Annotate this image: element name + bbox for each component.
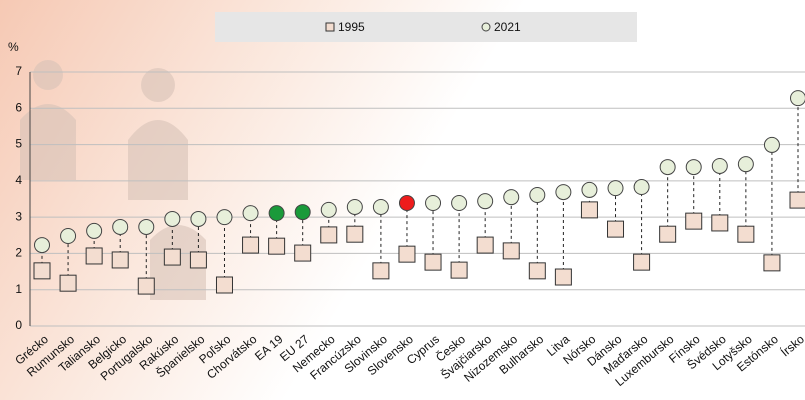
circle-marker (555, 184, 572, 201)
square-marker (607, 220, 625, 238)
square-marker (163, 248, 181, 266)
square-marker (372, 262, 390, 280)
square-marker (294, 244, 312, 262)
square-marker (189, 251, 207, 269)
y-tick-label: 5 (15, 137, 22, 151)
legend-marker (481, 22, 491, 32)
square-marker (320, 226, 338, 244)
square-marker (242, 236, 260, 254)
legend-box (215, 12, 637, 42)
circle-marker (790, 90, 805, 107)
square-marker (59, 274, 77, 292)
square-marker (763, 254, 781, 272)
circle-marker (268, 205, 285, 222)
legend-label: 2021 (494, 20, 521, 34)
square-marker (659, 225, 677, 243)
square-marker (685, 212, 703, 230)
circle-marker (164, 210, 181, 227)
square-marker (633, 253, 651, 271)
circle-marker (451, 194, 468, 211)
circle-marker (659, 159, 676, 176)
circle-marker (607, 180, 624, 197)
square-marker (554, 268, 572, 286)
y-tick-label: 4 (15, 173, 22, 187)
circle-marker (529, 187, 546, 204)
square-marker (111, 251, 129, 269)
circle-marker (86, 222, 103, 239)
circle-marker (581, 181, 598, 198)
circle-marker (503, 189, 520, 206)
circle-marker (190, 210, 207, 227)
circle-marker (633, 179, 650, 196)
circle-marker (425, 194, 442, 211)
circle-marker (320, 201, 337, 218)
y-tick-label: 3 (15, 209, 22, 223)
square-marker (528, 262, 546, 280)
y-tick-label: 2 (15, 246, 22, 260)
y-tick-label: 1 (15, 282, 22, 296)
circle-marker (346, 198, 363, 215)
circle-marker (477, 193, 494, 210)
circle-marker (60, 228, 77, 245)
circle-marker (216, 209, 233, 226)
circle-marker (737, 156, 754, 173)
circle-marker (711, 157, 728, 174)
square-marker (424, 253, 442, 271)
square-marker (268, 237, 286, 255)
square-marker (398, 245, 416, 263)
square-marker (85, 247, 103, 265)
square-marker (476, 236, 494, 254)
y-axis-label: % (8, 40, 19, 54)
square-marker (502, 242, 520, 260)
y-tick-label: 6 (15, 100, 22, 114)
legend-label: 1995 (338, 20, 365, 34)
circle-marker (763, 136, 780, 153)
circle-marker (242, 205, 259, 222)
square-marker (711, 214, 729, 232)
circle-marker (34, 237, 50, 254)
circle-marker (398, 194, 415, 211)
circle-marker (112, 218, 129, 235)
y-tick-label: 7 (15, 64, 22, 78)
circle-marker (294, 204, 311, 221)
square-marker (789, 191, 805, 209)
circle-marker (138, 218, 155, 235)
square-marker (737, 225, 755, 243)
square-marker (33, 262, 51, 280)
square-marker (580, 201, 598, 219)
circle-marker (685, 159, 702, 176)
square-marker (215, 276, 233, 294)
square-marker (346, 225, 364, 243)
circle-marker (372, 198, 389, 215)
y-tick-label: 0 (15, 318, 22, 332)
square-marker (137, 277, 155, 295)
legend-marker (325, 22, 335, 32)
square-marker (450, 261, 468, 279)
